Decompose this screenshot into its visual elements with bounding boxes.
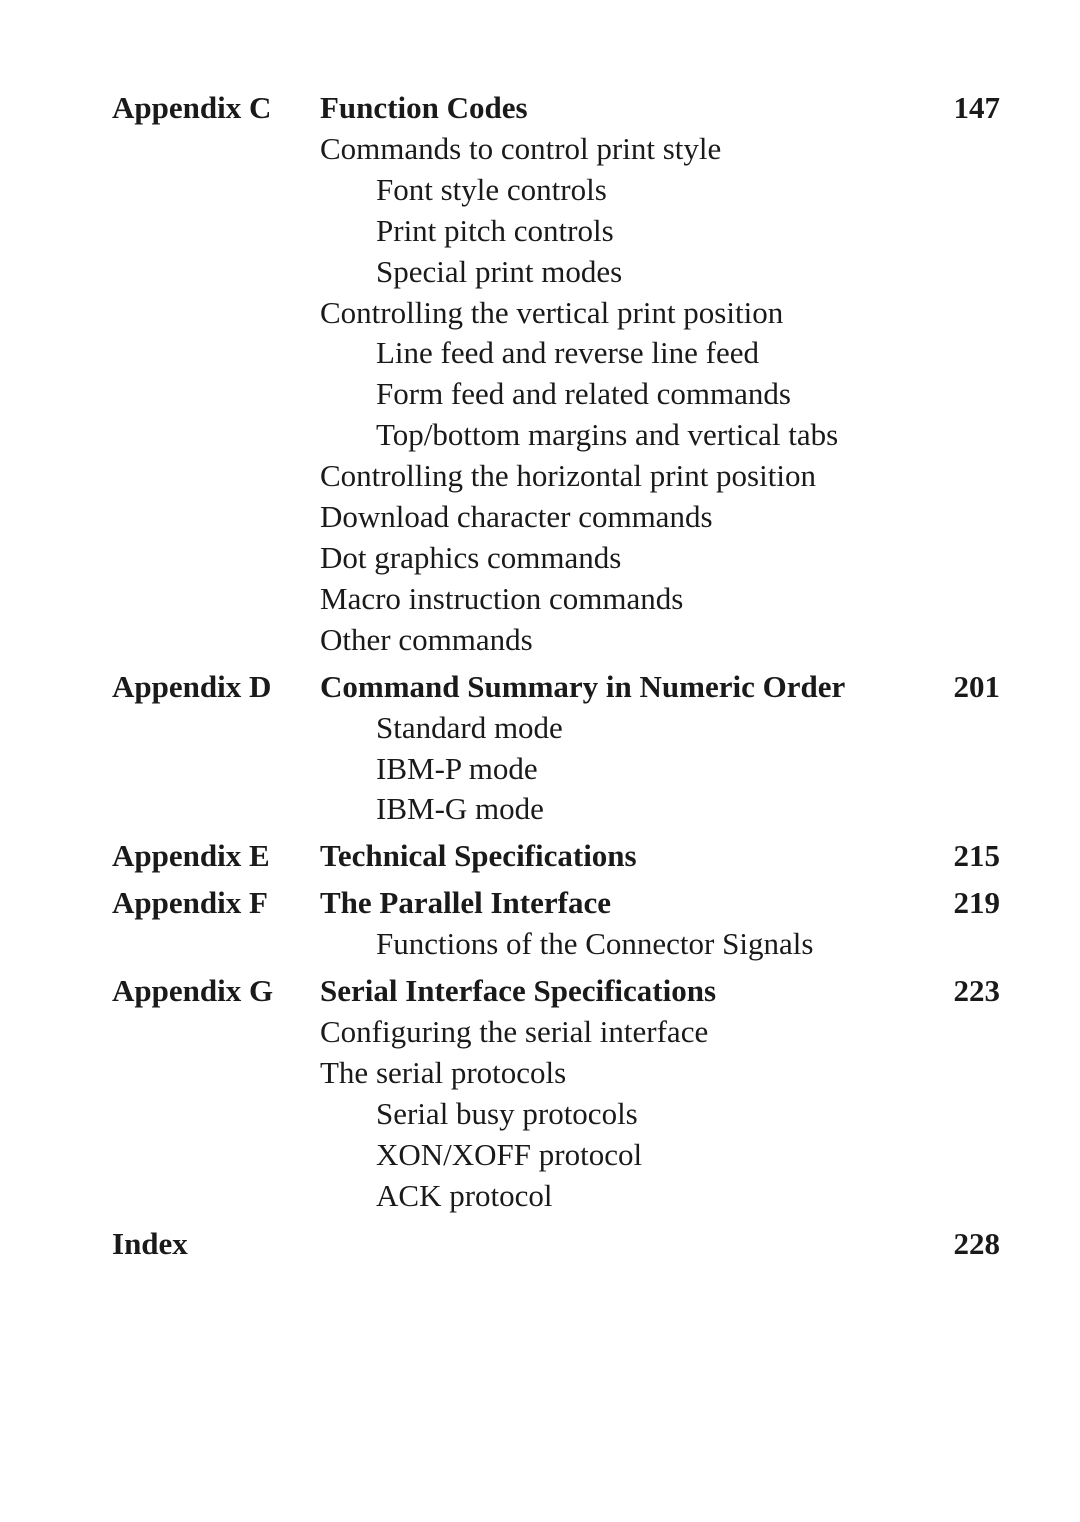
entry-line: Standard mode	[320, 708, 920, 749]
entry-title: The Parallel Interface	[320, 883, 920, 924]
entry-content: Command Summary in Numeric OrderStandard…	[320, 667, 920, 831]
entry-line: Form feed and related commands	[320, 374, 920, 415]
page-number: 219	[920, 883, 1000, 924]
entry-content: Function CodesCommands to control print …	[320, 88, 920, 661]
entry-content: The Parallel InterfaceFunctions of the C…	[320, 883, 920, 965]
appendix-label: Appendix G	[112, 971, 320, 1012]
entry-title: Serial Interface Specifications	[320, 971, 920, 1012]
entry-line: IBM-G mode	[320, 789, 920, 830]
appendix-label: Appendix F	[112, 883, 320, 924]
index-label: Index	[112, 1226, 920, 1262]
appendix-label: Appendix E	[112, 836, 320, 877]
entry-line: Top/bottom margins and vertical tabs	[320, 415, 920, 456]
entry-line: Serial busy protocols	[320, 1094, 920, 1135]
appendix-label: Appendix C	[112, 88, 320, 129]
page-number: 223	[920, 971, 1000, 1012]
entry-title: Technical Specifications	[320, 836, 920, 877]
entry-title: Command Summary in Numeric Order	[320, 667, 920, 708]
entry-line: XON/XOFF protocol	[320, 1135, 920, 1176]
toc-entry: Appendix GSerial Interface Specification…	[112, 971, 1000, 1216]
index-row: Index 228	[112, 1226, 1000, 1262]
entry-title: Function Codes	[320, 88, 920, 129]
page-number: 215	[920, 836, 1000, 877]
entry-line: IBM-P mode	[320, 749, 920, 790]
toc-entries: Appendix CFunction CodesCommands to cont…	[112, 88, 1000, 1216]
entry-line: Line feed and reverse line feed	[320, 333, 920, 374]
index-page-number: 228	[920, 1226, 1000, 1262]
page-number: 201	[920, 667, 1000, 708]
entry-line: Print pitch controls	[320, 211, 920, 252]
toc-entry: Appendix ETechnical Specifications215	[112, 836, 1000, 877]
entry-line: Controlling the vertical print position	[320, 293, 920, 334]
entry-line: Macro instruction commands	[320, 579, 920, 620]
entry-line: Download character commands	[320, 497, 920, 538]
entry-line: Configuring the serial interface	[320, 1012, 920, 1053]
entry-line: Dot graphics commands	[320, 538, 920, 579]
toc-page: Appendix CFunction CodesCommands to cont…	[0, 0, 1080, 1262]
page-number: 147	[920, 88, 1000, 129]
entry-line: Functions of the Connector Signals	[320, 924, 920, 965]
toc-entry: Appendix CFunction CodesCommands to cont…	[112, 88, 1000, 661]
entry-line: Commands to control print style	[320, 129, 920, 170]
entry-content: Serial Interface SpecificationsConfiguri…	[320, 971, 920, 1216]
toc-entry: Appendix DCommand Summary in Numeric Ord…	[112, 667, 1000, 831]
entry-line: Font style controls	[320, 170, 920, 211]
entry-line: Controlling the horizontal print positio…	[320, 456, 920, 497]
entry-line: The serial protocols	[320, 1053, 920, 1094]
entry-line: Other commands	[320, 620, 920, 661]
entry-line: ACK protocol	[320, 1176, 920, 1217]
entry-line: Special print modes	[320, 252, 920, 293]
entry-content: Technical Specifications	[320, 836, 920, 877]
appendix-label: Appendix D	[112, 667, 320, 708]
toc-entry: Appendix FThe Parallel InterfaceFunction…	[112, 883, 1000, 965]
